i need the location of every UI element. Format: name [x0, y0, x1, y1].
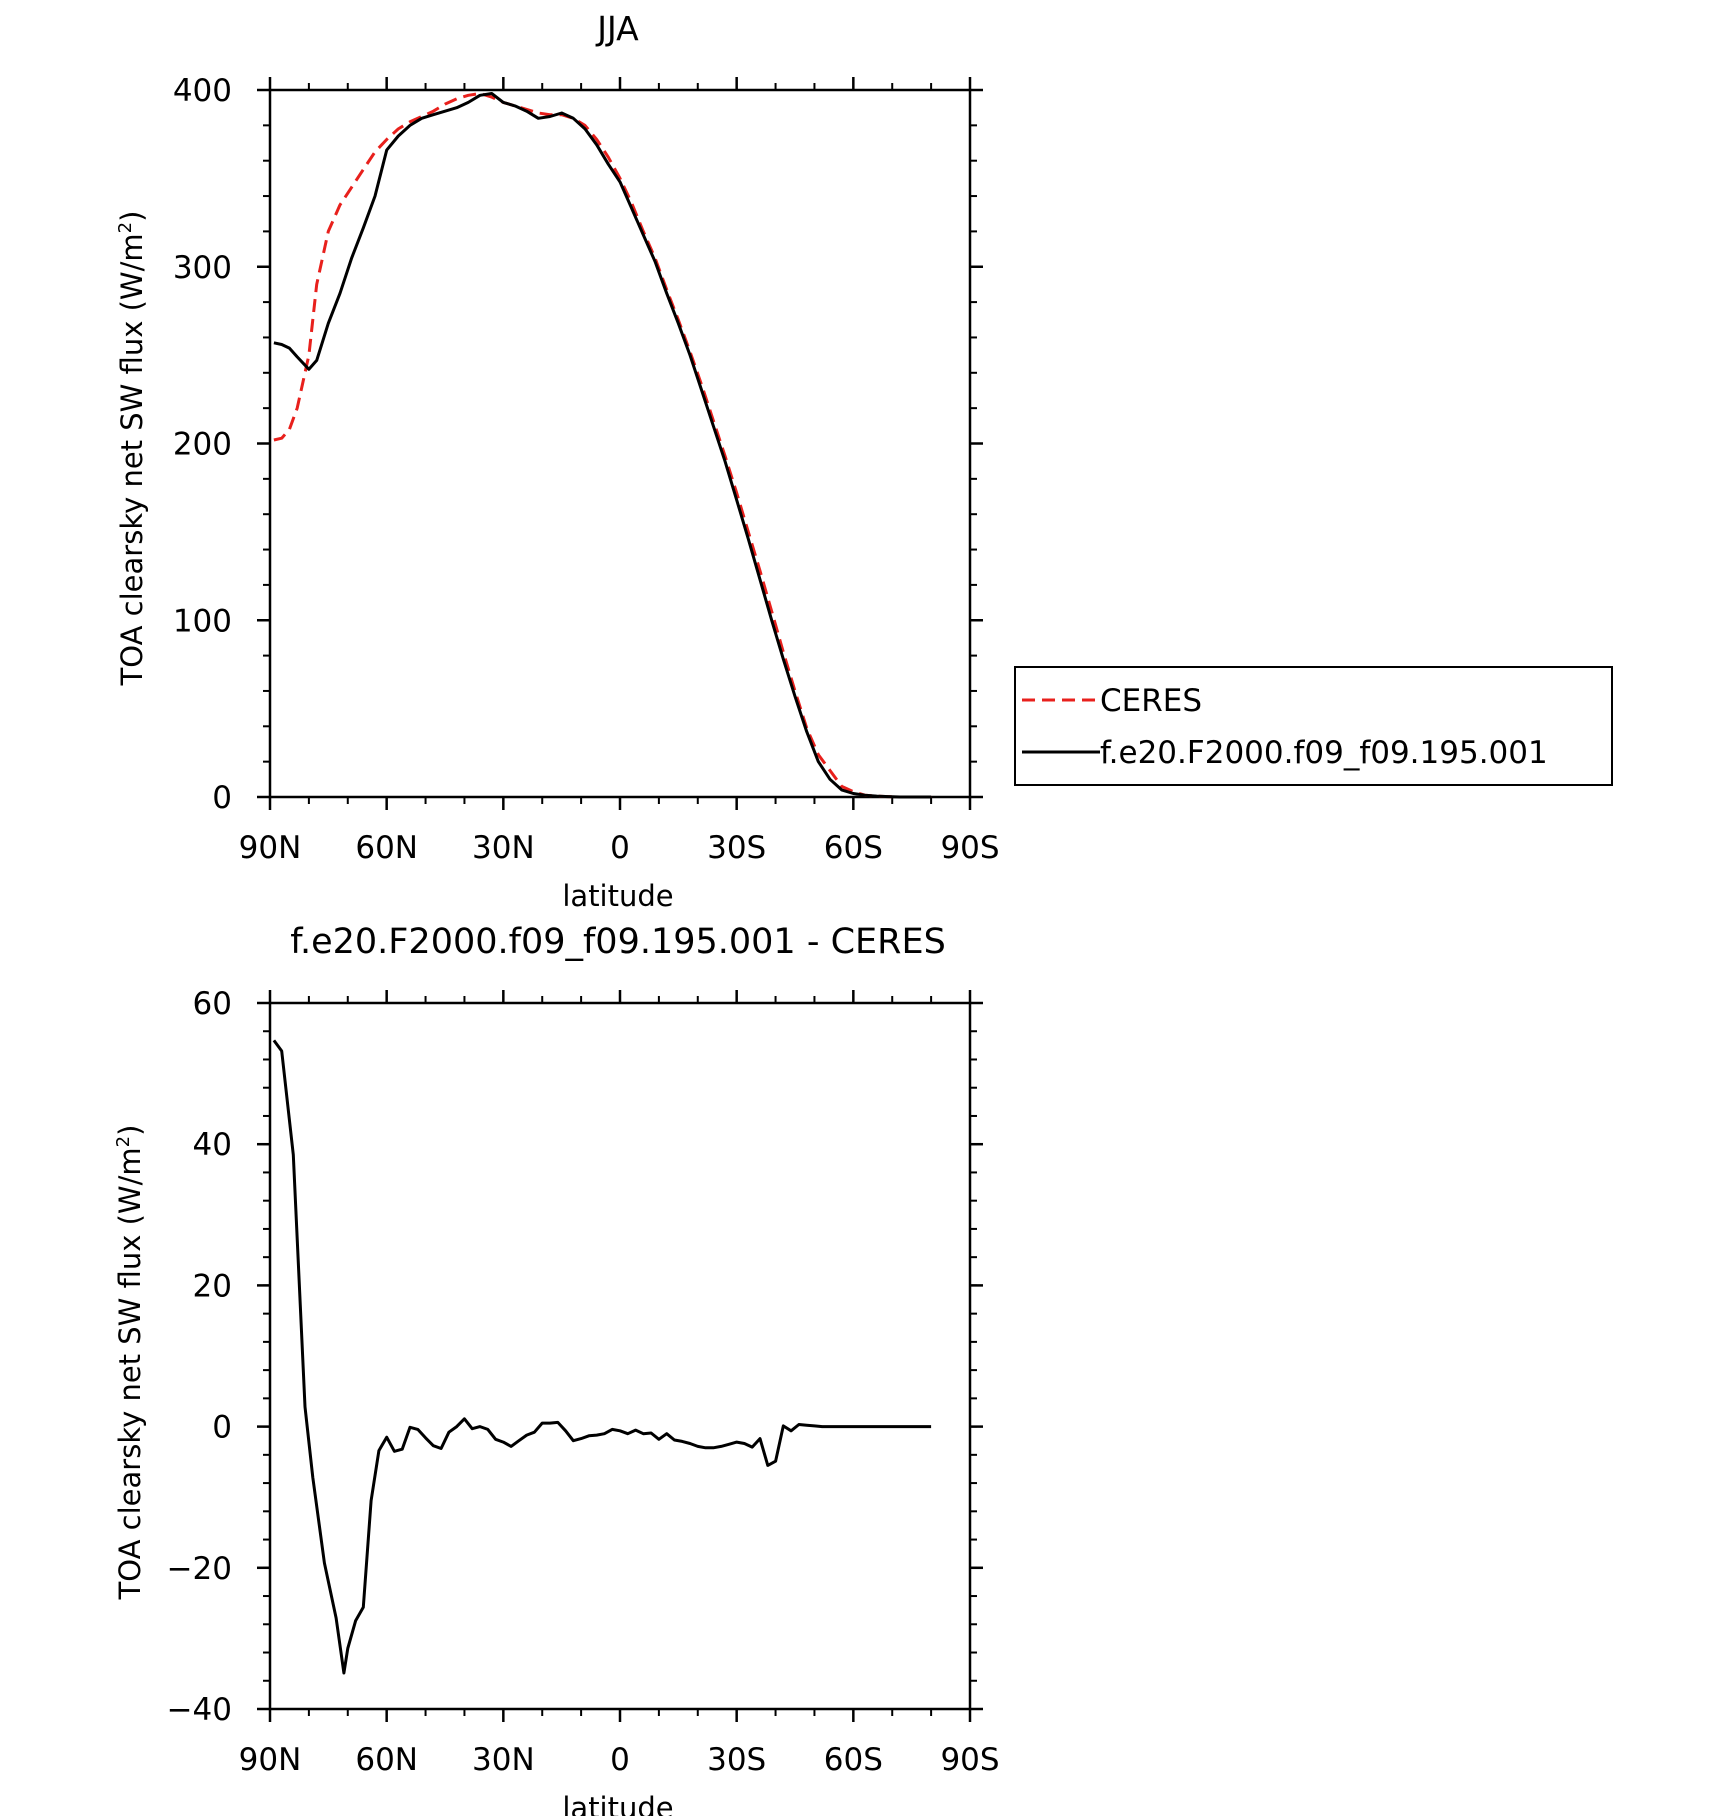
x-tick-label: 90S: [940, 1742, 999, 1778]
x-axis-label: latitude: [562, 1791, 673, 1816]
legend-label-ceres: CERES: [1100, 683, 1202, 719]
x-tick-label: 60S: [824, 1742, 883, 1778]
panel-top-chart: JJA TOA clearsky net SW flux (W/m2) lati…: [115, 9, 1613, 913]
y-axis-label: TOA clearsky net SW flux (W/m2): [113, 1125, 147, 1601]
legend-label-model: f.e20.F2000.f09_f09.195.001: [1100, 735, 1548, 771]
x-tick-label: 30S: [707, 1742, 766, 1778]
y-tick-label: 300: [173, 250, 232, 286]
panel-bottom-chart: f.e20.F2000.f09_f09.195.001 - CERES TOA …: [113, 922, 1000, 1816]
series-line-difference: [272, 1039, 932, 1675]
series-line-ceres: [273, 92, 932, 799]
x-tick-label: 0: [610, 830, 630, 866]
x-tick-label: 90N: [239, 830, 302, 866]
x-tick-label: 90N: [239, 1742, 302, 1778]
chart-title: JJA: [595, 9, 639, 48]
plot-area-bottom: 90N 60N 30N 0 30S 60S 90S −40 −20 0 20 40 60: [167, 986, 1000, 1778]
plot-frame: [268, 1001, 972, 1711]
x-tick-label: 30S: [707, 830, 766, 866]
y-tick-label: −40: [167, 1692, 232, 1728]
y-tick-label: 0: [212, 780, 232, 816]
legend: CERES f.e20.F2000.f09_f09.195.001: [1014, 666, 1613, 786]
y-tick-label: 400: [173, 73, 232, 109]
x-axis-label: latitude: [562, 879, 673, 913]
x-tick-label: 30N: [472, 1742, 535, 1778]
legend-box: [1014, 666, 1613, 786]
plot-area-top: 90N 60N 30N 0 30S 60S 90S 0 100 200 300 400: [173, 73, 1000, 866]
y-tick-label: −20: [167, 1551, 232, 1587]
series-line-f-e20-f2000-f09-f09-195-001: [273, 92, 932, 799]
y-tick-label: 60: [193, 986, 232, 1022]
x-tick-label: 30N: [472, 830, 535, 866]
y-tick-label: 100: [173, 603, 232, 639]
y-axis-label: TOA clearsky net SW flux (W/m2): [115, 211, 149, 687]
x-tick-label: 60N: [355, 1742, 418, 1778]
chart-title: f.e20.F2000.f09_f09.195.001 - CERES: [290, 922, 946, 962]
x-tick-label: 0: [610, 1742, 630, 1778]
y-tick-label: 40: [193, 1127, 232, 1163]
y-tick-label: 20: [193, 1268, 232, 1304]
x-tick-label: 60N: [355, 830, 418, 866]
y-tick-label: 0: [212, 1410, 232, 1446]
x-tick-label: 90S: [940, 830, 999, 866]
y-tick-label: 200: [173, 427, 232, 463]
x-tick-label: 60S: [824, 830, 883, 866]
